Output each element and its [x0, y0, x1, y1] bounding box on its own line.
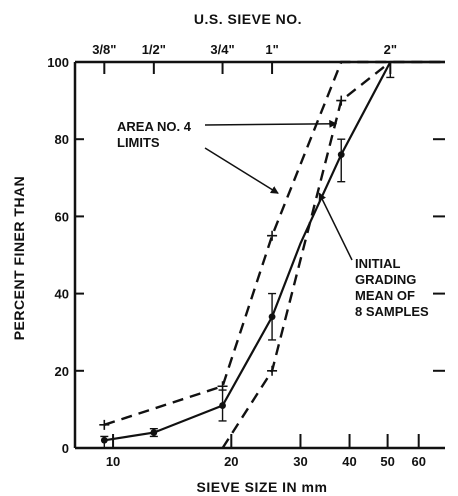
leader-arrow	[204, 147, 279, 194]
series-mean	[100, 60, 445, 449]
annotation-text: LIMITS	[117, 135, 160, 150]
annotation-text: MEAN OF	[355, 288, 415, 303]
y-tick-label: 20	[55, 364, 69, 379]
top-tick-label: 1"	[265, 42, 278, 57]
axis-ticks: 0 20 40 60 80 100 10 20 30 40 50 60 3/8" 1/2" 3/4" 1" 2"	[47, 42, 445, 469]
y-tick-label: 80	[55, 132, 69, 147]
error-bar	[386, 61, 395, 79]
x-tick-label: 50	[380, 454, 394, 469]
leader-arrow	[204, 119, 338, 128]
top-tick-label: 2"	[384, 42, 397, 57]
limit-point-marker	[99, 419, 110, 430]
y-tick-label: 100	[47, 55, 69, 70]
series-lower-limit	[221, 61, 392, 449]
leader-arrow	[318, 192, 353, 261]
series-line	[103, 60, 445, 426]
x-axis-title: SIEVE SIZE IN mm	[197, 479, 328, 495]
y-tick-label: 60	[55, 209, 69, 224]
error-bar	[149, 428, 158, 438]
y-tick-label: 0	[62, 441, 69, 456]
top-axis-title: U.S. SIEVE NO.	[194, 11, 302, 27]
error-bar	[337, 138, 346, 183]
top-tick-label: 1/2"	[142, 42, 166, 57]
annotation-text: GRADING	[355, 272, 416, 287]
annotation-text: AREA NO. 4	[117, 119, 192, 134]
series-line	[221, 61, 392, 449]
x-tick-label: 60	[411, 454, 425, 469]
annotation-text: INITIAL	[355, 256, 401, 271]
y-tick-label: 40	[55, 287, 69, 302]
top-tick-label: 3/8"	[92, 42, 116, 57]
error-bar	[268, 292, 277, 341]
x-tick-label: 20	[224, 454, 238, 469]
x-tick-label: 10	[106, 454, 120, 469]
annotation-text: 8 SAMPLES	[355, 304, 429, 319]
error-bar	[218, 389, 227, 422]
limit-point-marker	[336, 95, 347, 106]
series-line	[104, 60, 445, 442]
y-axis-title: PERCENT FINER THAN	[11, 176, 27, 341]
series-layer	[99, 60, 445, 449]
x-tick-label: 30	[293, 454, 307, 469]
x-tick-label: 40	[342, 454, 356, 469]
top-tick-label: 3/4"	[210, 42, 234, 57]
limit-point-marker	[267, 365, 278, 376]
limit-point-marker	[267, 230, 278, 241]
error-bar	[100, 435, 109, 449]
